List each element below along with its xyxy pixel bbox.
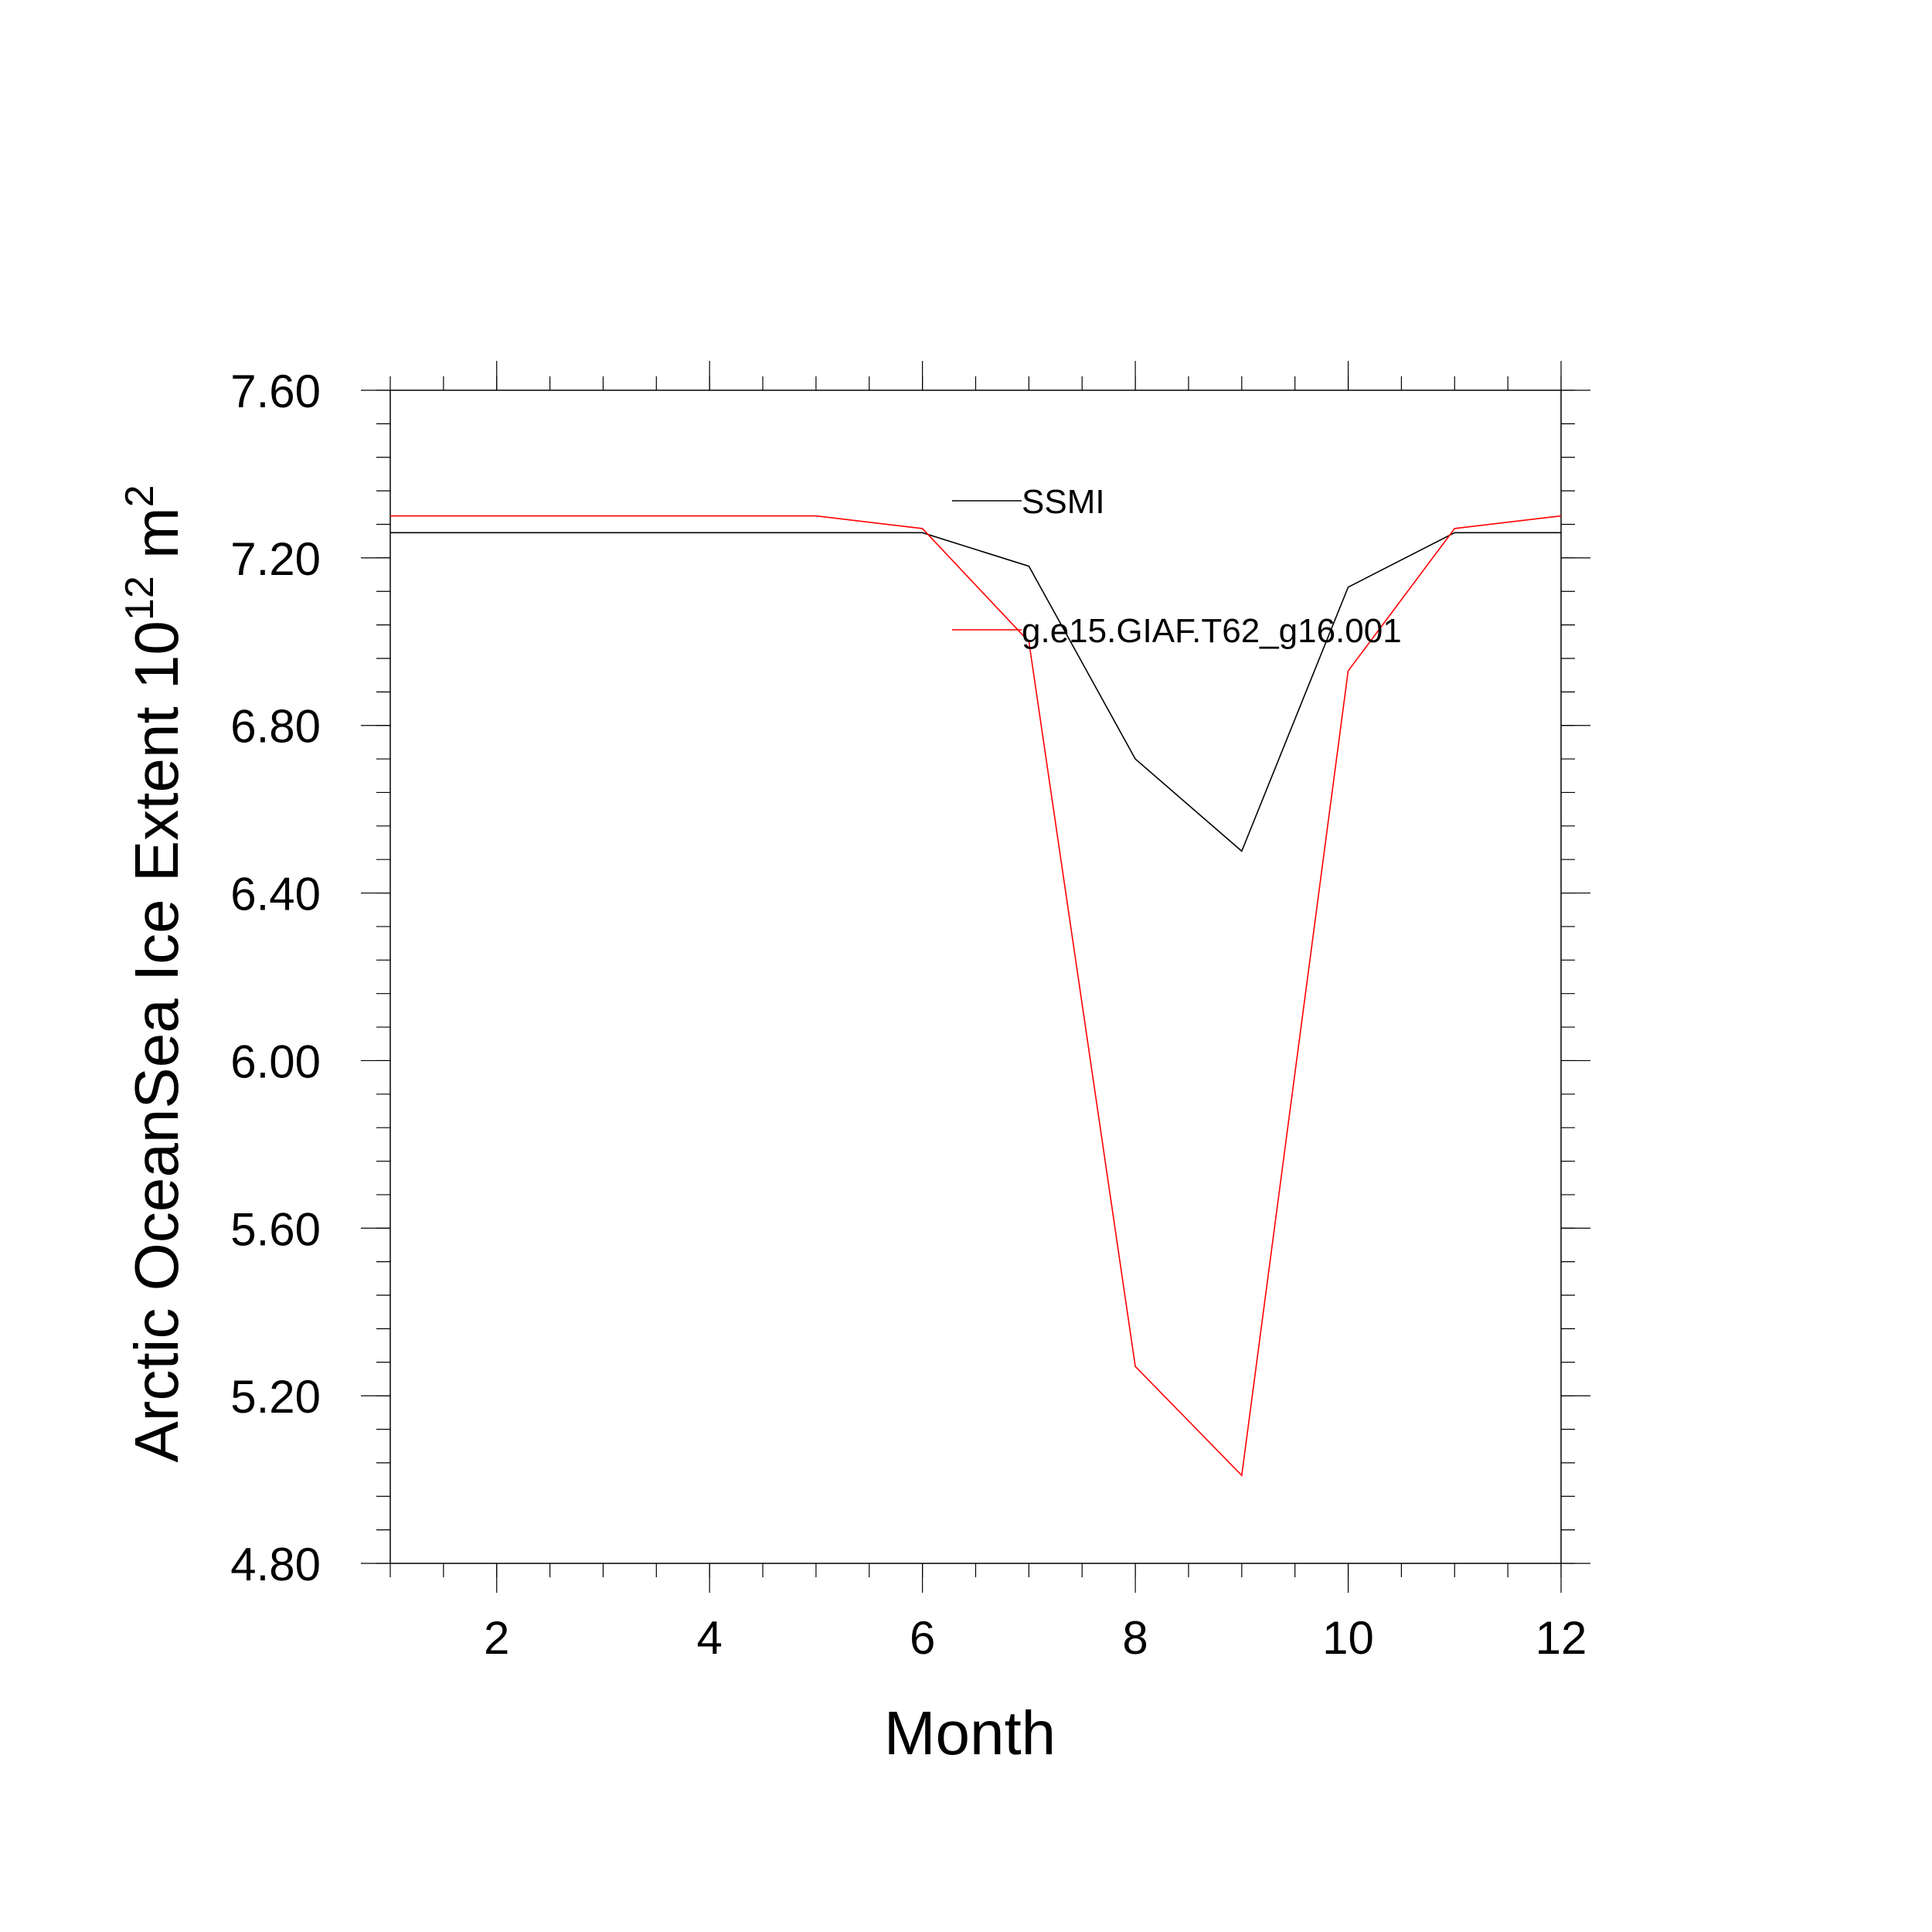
x-tick-label: 12 bbox=[1536, 1612, 1587, 1664]
x-tick-label: 8 bbox=[1122, 1612, 1148, 1664]
x-tick-label: 2 bbox=[484, 1612, 509, 1664]
x-tick-label: 10 bbox=[1322, 1612, 1374, 1664]
y-tick-label: 5.20 bbox=[230, 1371, 321, 1423]
y-axis-title-main: Arctic OceanSea Ice Extent 10 bbox=[122, 621, 191, 1462]
y-axis-title-unit-exponent: 2 bbox=[117, 485, 162, 507]
y-tick-label: 4.80 bbox=[230, 1539, 321, 1590]
x-tick-labels: 2 4 6 8 10 12 bbox=[484, 1612, 1587, 1664]
legend: SSMI g.e15.GIAF.T62_g16.001 bbox=[952, 483, 1402, 650]
legend-label: g.e15.GIAF.T62_g16.001 bbox=[1022, 612, 1402, 650]
major-ticks bbox=[361, 361, 1590, 1593]
series-line-2 bbox=[390, 515, 1562, 1477]
x-tick-label: 6 bbox=[910, 1612, 935, 1664]
y-tick-label: 6.80 bbox=[230, 701, 321, 753]
x-tick-label: 4 bbox=[696, 1612, 722, 1664]
y-tick-label: 5.60 bbox=[230, 1203, 321, 1255]
y-axis-title-exponent: 12 bbox=[117, 576, 162, 621]
y-tick-label: 7.20 bbox=[230, 533, 321, 585]
x-axis-title: Month bbox=[884, 1699, 1056, 1767]
series-layer bbox=[390, 515, 1562, 1477]
y-axis-title-unit: m bbox=[122, 507, 191, 576]
y-tick-labels: 4.80 5.20 5.60 6.00 6.40 6.80 7.20 7.60 bbox=[230, 366, 321, 1590]
plot-frame bbox=[389, 389, 1562, 1564]
y-tick-label: 6.40 bbox=[230, 869, 321, 920]
legend-label: SSMI bbox=[1022, 483, 1105, 521]
y-tick-label: 7.60 bbox=[230, 366, 321, 417]
series-line-1 bbox=[390, 532, 1561, 852]
y-tick-label: 6.00 bbox=[230, 1036, 321, 1087]
y-axis-title: Arctic OceanSea Ice Extent 1012 m2 bbox=[117, 485, 191, 1462]
